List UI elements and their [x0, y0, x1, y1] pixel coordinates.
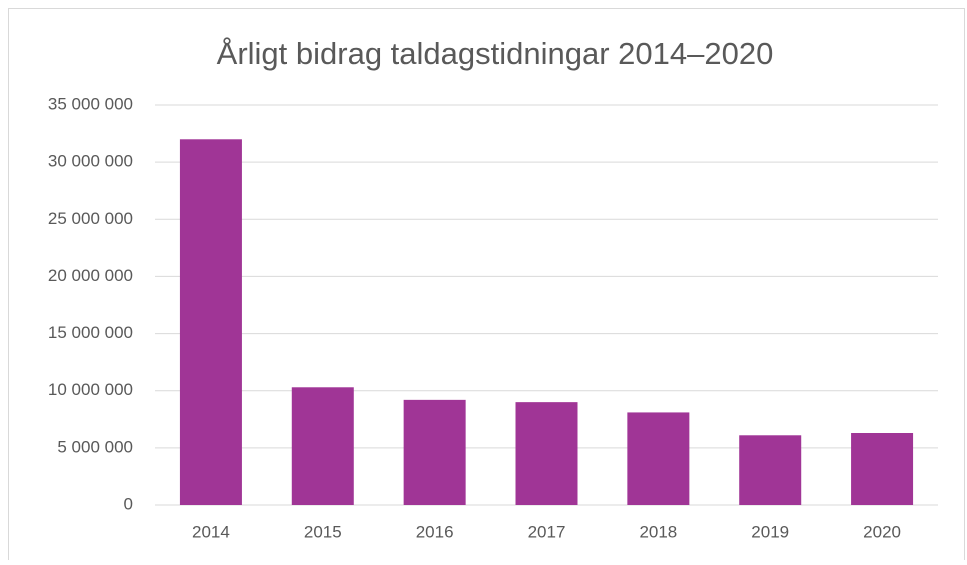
y-tick-label: 10 000 000: [48, 380, 133, 399]
x-tick-label: 2020: [863, 522, 901, 541]
y-tick-label: 0: [124, 494, 133, 513]
bar: [291, 387, 354, 505]
y-tick-label: 15 000 000: [48, 323, 133, 342]
y-tick-label: 20 000 000: [48, 266, 133, 285]
bar: [739, 435, 802, 505]
y-tick-label: 25 000 000: [48, 209, 133, 228]
bar: [179, 139, 242, 506]
bar: [627, 412, 690, 505]
y-tick-label: 5 000 000: [57, 437, 133, 456]
x-tick-label: 2015: [304, 522, 342, 541]
chart-frame: [8, 8, 965, 565]
x-tick-label: 2019: [751, 522, 789, 541]
x-tick-label: 2017: [528, 522, 566, 541]
x-tick-label: 2016: [416, 522, 454, 541]
y-tick-label: 35 000 000: [48, 94, 133, 113]
x-tick-label: 2018: [639, 522, 677, 541]
bar: [403, 399, 466, 505]
bar: [515, 402, 578, 505]
bar: [851, 433, 914, 505]
y-tick-label: 30 000 000: [48, 152, 133, 171]
x-tick-label: 2014: [192, 522, 230, 541]
chart-title: Årligt bidrag taldagstidningar 2014–2020: [217, 36, 774, 71]
